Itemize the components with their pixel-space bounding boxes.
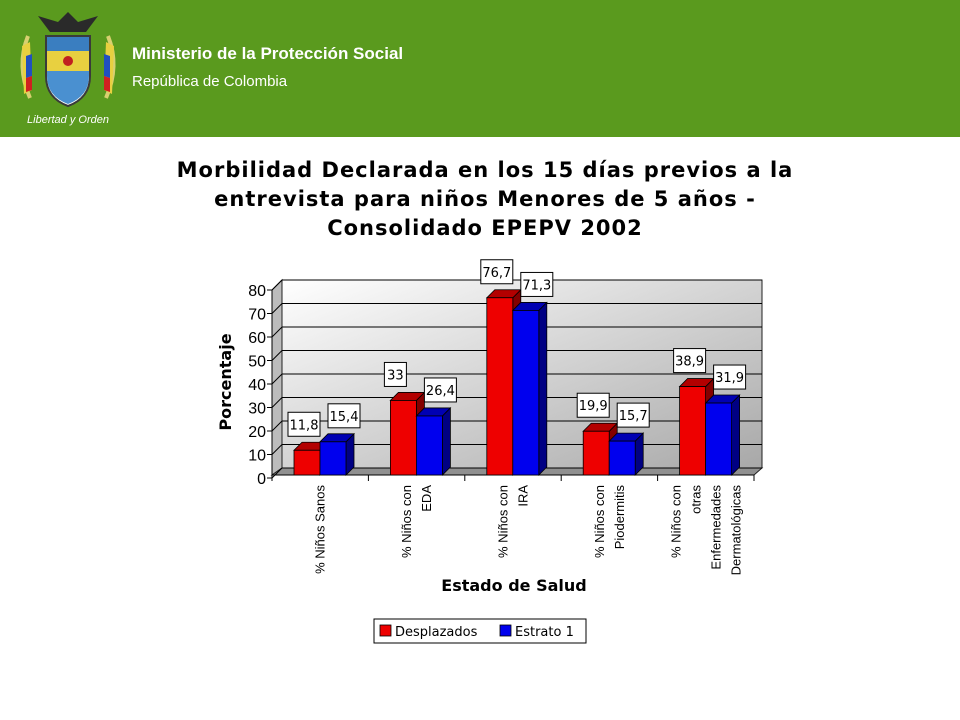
legend-label: Desplazados	[395, 625, 478, 640]
bar	[679, 386, 706, 476]
bar	[705, 402, 732, 476]
bar	[319, 441, 347, 476]
y-axis-title: Porcentaje	[216, 333, 235, 430]
data-label: 15,4	[330, 410, 359, 425]
y-gridline-side	[271, 373, 283, 385]
data-label-box	[327, 403, 361, 429]
y-tick-label: 0	[257, 471, 266, 488]
bar-side	[441, 406, 451, 476]
data-label: 19,9	[579, 399, 608, 414]
data-label: 71,3	[522, 278, 551, 293]
bar	[486, 297, 514, 476]
x-tick-label: % Niños con	[496, 485, 511, 558]
bar	[415, 415, 443, 476]
legend-swatch	[499, 624, 512, 637]
chart-title-line: Morbilidad Declarada en los 15 días prev…	[176, 158, 794, 182]
y-gridline-side	[271, 444, 283, 455]
chart-title: Morbilidad Declarada en los 15 días prev…	[140, 156, 830, 243]
data-label: 38,9	[675, 355, 704, 370]
y-tick-label: 20	[248, 424, 266, 441]
data-label: 76,7	[482, 266, 511, 281]
legend	[373, 618, 587, 644]
data-label-box	[423, 377, 457, 403]
x-tick-label: Enfermedades	[708, 485, 723, 570]
data-label-box	[383, 361, 407, 387]
data-label-box	[520, 271, 554, 297]
x-axis-title: Estado de Salud	[441, 576, 586, 595]
y-gridline-side	[271, 397, 283, 408]
y-tick-label: 60	[248, 330, 266, 347]
y-gridline-side	[271, 350, 283, 361]
y-gridline-side	[271, 326, 283, 338]
data-label-box	[713, 364, 747, 390]
bar	[293, 449, 321, 476]
data-label-box	[480, 259, 514, 285]
data-label: 26,4	[426, 384, 455, 399]
x-tick-label: % Niños con	[668, 485, 683, 558]
x-tick-label: otras	[688, 485, 703, 514]
data-label-box	[576, 392, 610, 418]
ministry-name: Ministerio de la Protección Social	[132, 44, 404, 63]
y-tick-label: 70	[248, 307, 266, 324]
x-tick-label: % Niños con	[399, 485, 414, 558]
x-tick-label: Dermatológicas	[728, 485, 743, 576]
y-tick-label: 10	[248, 448, 266, 465]
bar-side	[731, 394, 740, 476]
y-gridline-side	[271, 420, 283, 432]
data-label-box	[673, 348, 707, 374]
y-gridline-side	[271, 303, 283, 314]
x-tick-label: % Niños Sanos	[313, 485, 328, 574]
data-label-box	[287, 411, 321, 437]
header-banner: Libertad y Orden Ministerio de la Protec…	[0, 0, 960, 137]
chart-title-line: entrevista para niños Menores de 5 años …	[214, 187, 756, 211]
y-tick-label: 40	[248, 377, 266, 394]
bar-side	[538, 301, 548, 476]
legend-label: Estrato 1	[515, 625, 574, 640]
bar	[608, 440, 636, 476]
x-tick-label: % Niños con	[592, 485, 607, 558]
data-label: 15,7	[619, 409, 648, 424]
republic-name: República de Colombia	[132, 73, 288, 90]
chart-title-line: Consolidado EPEPV 2002	[327, 216, 643, 240]
data-label: 33	[387, 368, 404, 383]
x-tick-label: IRA	[516, 485, 531, 507]
y-tick-label: 80	[248, 283, 266, 300]
x-tick-label: Piodermitis	[612, 485, 627, 550]
bar	[389, 400, 417, 476]
y-tick-label: 50	[248, 354, 266, 371]
y-tick-label: 30	[248, 401, 266, 418]
bar	[512, 310, 540, 476]
crest-motto: Libertad y Orden	[27, 114, 109, 126]
data-label: 11,8	[290, 418, 319, 433]
legend-swatch	[379, 624, 392, 637]
data-label: 31,9	[715, 371, 744, 386]
bar	[582, 430, 610, 476]
data-label-box	[616, 402, 650, 428]
colombia-coat-of-arms-icon: Libertad y Orden	[20, 12, 116, 126]
y-gridline-side	[271, 279, 283, 291]
x-tick-label: EDA	[419, 485, 434, 512]
y-gridline-side	[271, 467, 283, 479]
